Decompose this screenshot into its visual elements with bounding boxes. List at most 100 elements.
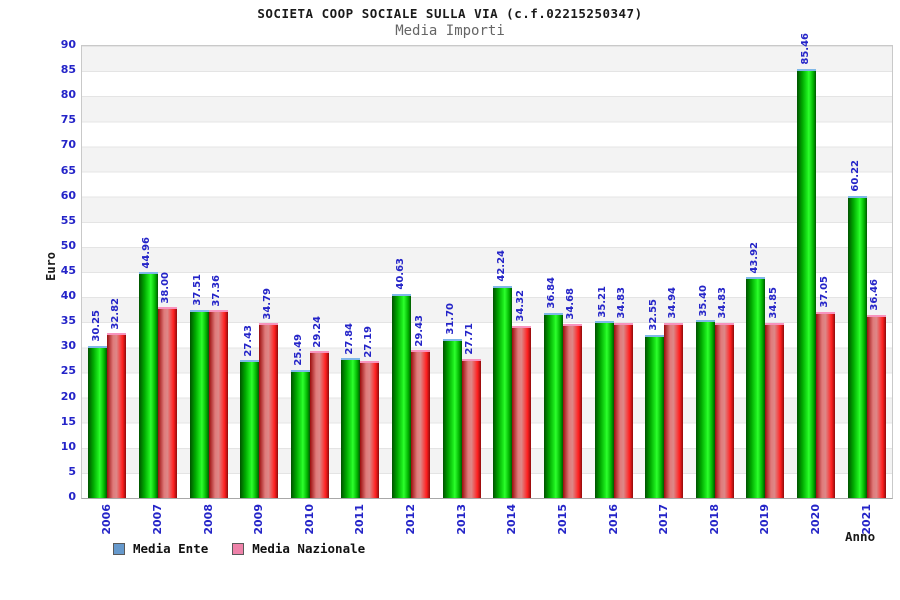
bar-media-ente-2006[interactable]	[88, 346, 108, 498]
bar-media-nazionale-2020[interactable]	[816, 311, 836, 498]
value-label-media-nazionale-2009: 34.79	[261, 287, 273, 320]
bar-media-ente-2012[interactable]	[392, 293, 412, 498]
y-tick-label-75: 75	[60, 113, 76, 127]
legend-swatch-media-ente[interactable]	[113, 542, 125, 555]
bar-media-nazionale-2009[interactable]	[259, 323, 279, 498]
x-tick-label-2013: 2013	[454, 504, 468, 535]
bar-media-nazionale-2010[interactable]	[309, 351, 329, 498]
value-label-media-ente-2009: 27.43	[242, 324, 254, 357]
value-label-media-ente-2008: 37.51	[192, 273, 204, 306]
bar-media-nazionale-2008[interactable]	[208, 310, 228, 498]
y-tick-label-65: 65	[60, 163, 76, 177]
value-label-media-nazionale-2006: 32.82	[109, 297, 121, 330]
value-label-media-nazionale-2021: 36.46	[869, 279, 881, 311]
bar-media-nazionale-2017[interactable]	[664, 322, 684, 498]
value-label-media-nazionale-2019: 34.85	[767, 287, 779, 319]
legend: Media Ente Media Nazionale	[113, 541, 379, 556]
x-tick-label-2011: 2011	[353, 504, 367, 535]
y-tick-label-90: 90	[60, 38, 76, 51]
value-label-media-nazionale-2015: 34.68	[565, 288, 577, 320]
bar-media-nazionale-2011[interactable]	[360, 361, 380, 498]
y-tick-label-45: 45	[60, 264, 76, 277]
chart-subtitle: Media Importi	[395, 23, 505, 39]
bar-media-nazionale-2012[interactable]	[411, 350, 431, 498]
y-tick-label-5: 5	[68, 464, 76, 478]
y-tick-label-15: 15	[60, 414, 76, 428]
bar-media-nazionale-2014[interactable]	[512, 325, 532, 498]
y-tick-label-25: 25	[60, 364, 76, 378]
bar-media-nazionale-2016[interactable]	[613, 323, 633, 498]
x-tick-label-2006: 2006	[100, 504, 114, 535]
value-label-media-ente-2020: 85.46	[799, 33, 811, 65]
bar-media-ente-2010[interactable]	[290, 369, 310, 498]
y-tick-label-20: 20	[60, 389, 76, 403]
legend-item-media-nazionale[interactable]: Media Nazionale	[232, 541, 365, 556]
x-tick-label-2009: 2009	[252, 504, 266, 535]
bar-media-nazionale-2006[interactable]	[107, 333, 127, 498]
value-label-media-ente-2007: 44.96	[141, 236, 153, 269]
y-tick-label-60: 60	[60, 188, 76, 202]
value-label-media-ente-2017: 32.55	[647, 298, 659, 331]
bar-media-ente-2011[interactable]	[341, 358, 361, 498]
value-label-media-ente-2011: 27.84	[343, 322, 355, 355]
bar-media-nazionale-2007[interactable]	[157, 307, 177, 498]
bar-media-ente-2017[interactable]	[645, 334, 665, 498]
x-axis-label: Anno	[845, 529, 876, 544]
bar-media-ente-2015[interactable]	[543, 312, 563, 498]
x-tick-label-2014: 2014	[505, 504, 519, 535]
value-label-media-nazionale-2018: 34.83	[717, 287, 729, 320]
bar-media-nazionale-2015[interactable]	[562, 323, 582, 498]
bar-media-ente-2014[interactable]	[493, 285, 513, 498]
x-tick-label-2019: 2019	[758, 504, 772, 535]
x-tick-label-2015: 2015	[555, 504, 569, 535]
bar-media-nazionale-2019[interactable]	[765, 322, 785, 498]
value-label-media-nazionale-2010: 29.24	[312, 315, 324, 348]
value-label-media-nazionale-2012: 29.43	[413, 314, 425, 347]
value-label-media-nazionale-2008: 37.36	[211, 274, 223, 307]
y-tick-label-85: 85	[60, 63, 76, 77]
bar-media-ente-2009[interactable]	[240, 360, 260, 498]
x-tick-label-2018: 2018	[707, 504, 721, 535]
value-label-media-ente-2021: 60.22	[850, 159, 862, 192]
value-label-media-ente-2016: 35.21	[597, 285, 609, 318]
x-tick-label-2017: 2017	[657, 504, 671, 535]
bar-media-ente-2007[interactable]	[138, 272, 158, 498]
bar-media-ente-2019[interactable]	[746, 277, 766, 498]
y-tick-label-0: 0	[68, 490, 76, 503]
x-tick-label-2016: 2016	[606, 504, 620, 535]
bar-media-ente-2020[interactable]	[797, 68, 817, 498]
bar-media-nazionale-2018[interactable]	[714, 323, 734, 498]
value-label-media-ente-2013: 31.70	[445, 303, 457, 335]
bar-media-ente-2021[interactable]	[847, 195, 867, 498]
bar-media-ente-2018[interactable]	[695, 320, 715, 498]
value-label-media-nazionale-2020: 37.05	[818, 276, 830, 308]
x-tick-label-2012: 2012	[404, 504, 418, 535]
y-tick-label-35: 35	[60, 314, 76, 328]
y-tick-label-70: 70	[60, 138, 76, 152]
value-label-media-ente-2018: 35.40	[698, 284, 710, 317]
bar-media-ente-2016[interactable]	[594, 321, 614, 498]
bar-media-nazionale-2021[interactable]	[866, 314, 886, 498]
bar-media-nazionale-2013[interactable]	[461, 358, 481, 498]
value-label-media-ente-2012: 40.63	[394, 258, 406, 290]
legend-label-media-ente: Media Ente	[133, 541, 209, 556]
x-tick-label-2021: 2021	[859, 504, 873, 535]
x-tick-label-2008: 2008	[201, 504, 215, 535]
x-tick-label-2007: 2007	[150, 504, 164, 535]
bar-media-ente-2008[interactable]	[189, 309, 209, 498]
value-label-media-ente-2019: 43.92	[748, 241, 760, 274]
value-label-media-nazionale-2014: 34.32	[514, 290, 526, 322]
x-tick-label-2020: 2020	[809, 504, 823, 535]
bar-media-ente-2013[interactable]	[442, 338, 462, 498]
value-label-media-nazionale-2017: 34.94	[666, 286, 678, 319]
value-label-media-nazionale-2011: 27.19	[362, 325, 374, 358]
value-label-media-ente-2015: 36.84	[546, 277, 558, 309]
y-tick-label-10: 10	[60, 439, 76, 453]
x-tick-label-2010: 2010	[302, 504, 316, 535]
y-tick-label-40: 40	[60, 289, 76, 303]
legend-item-media-ente[interactable]: Media Ente	[113, 541, 208, 556]
y-tick-label-30: 30	[60, 339, 76, 353]
value-label-media-ente-2006: 30.25	[90, 310, 102, 343]
legend-swatch-media-nazionale[interactable]	[232, 542, 245, 555]
